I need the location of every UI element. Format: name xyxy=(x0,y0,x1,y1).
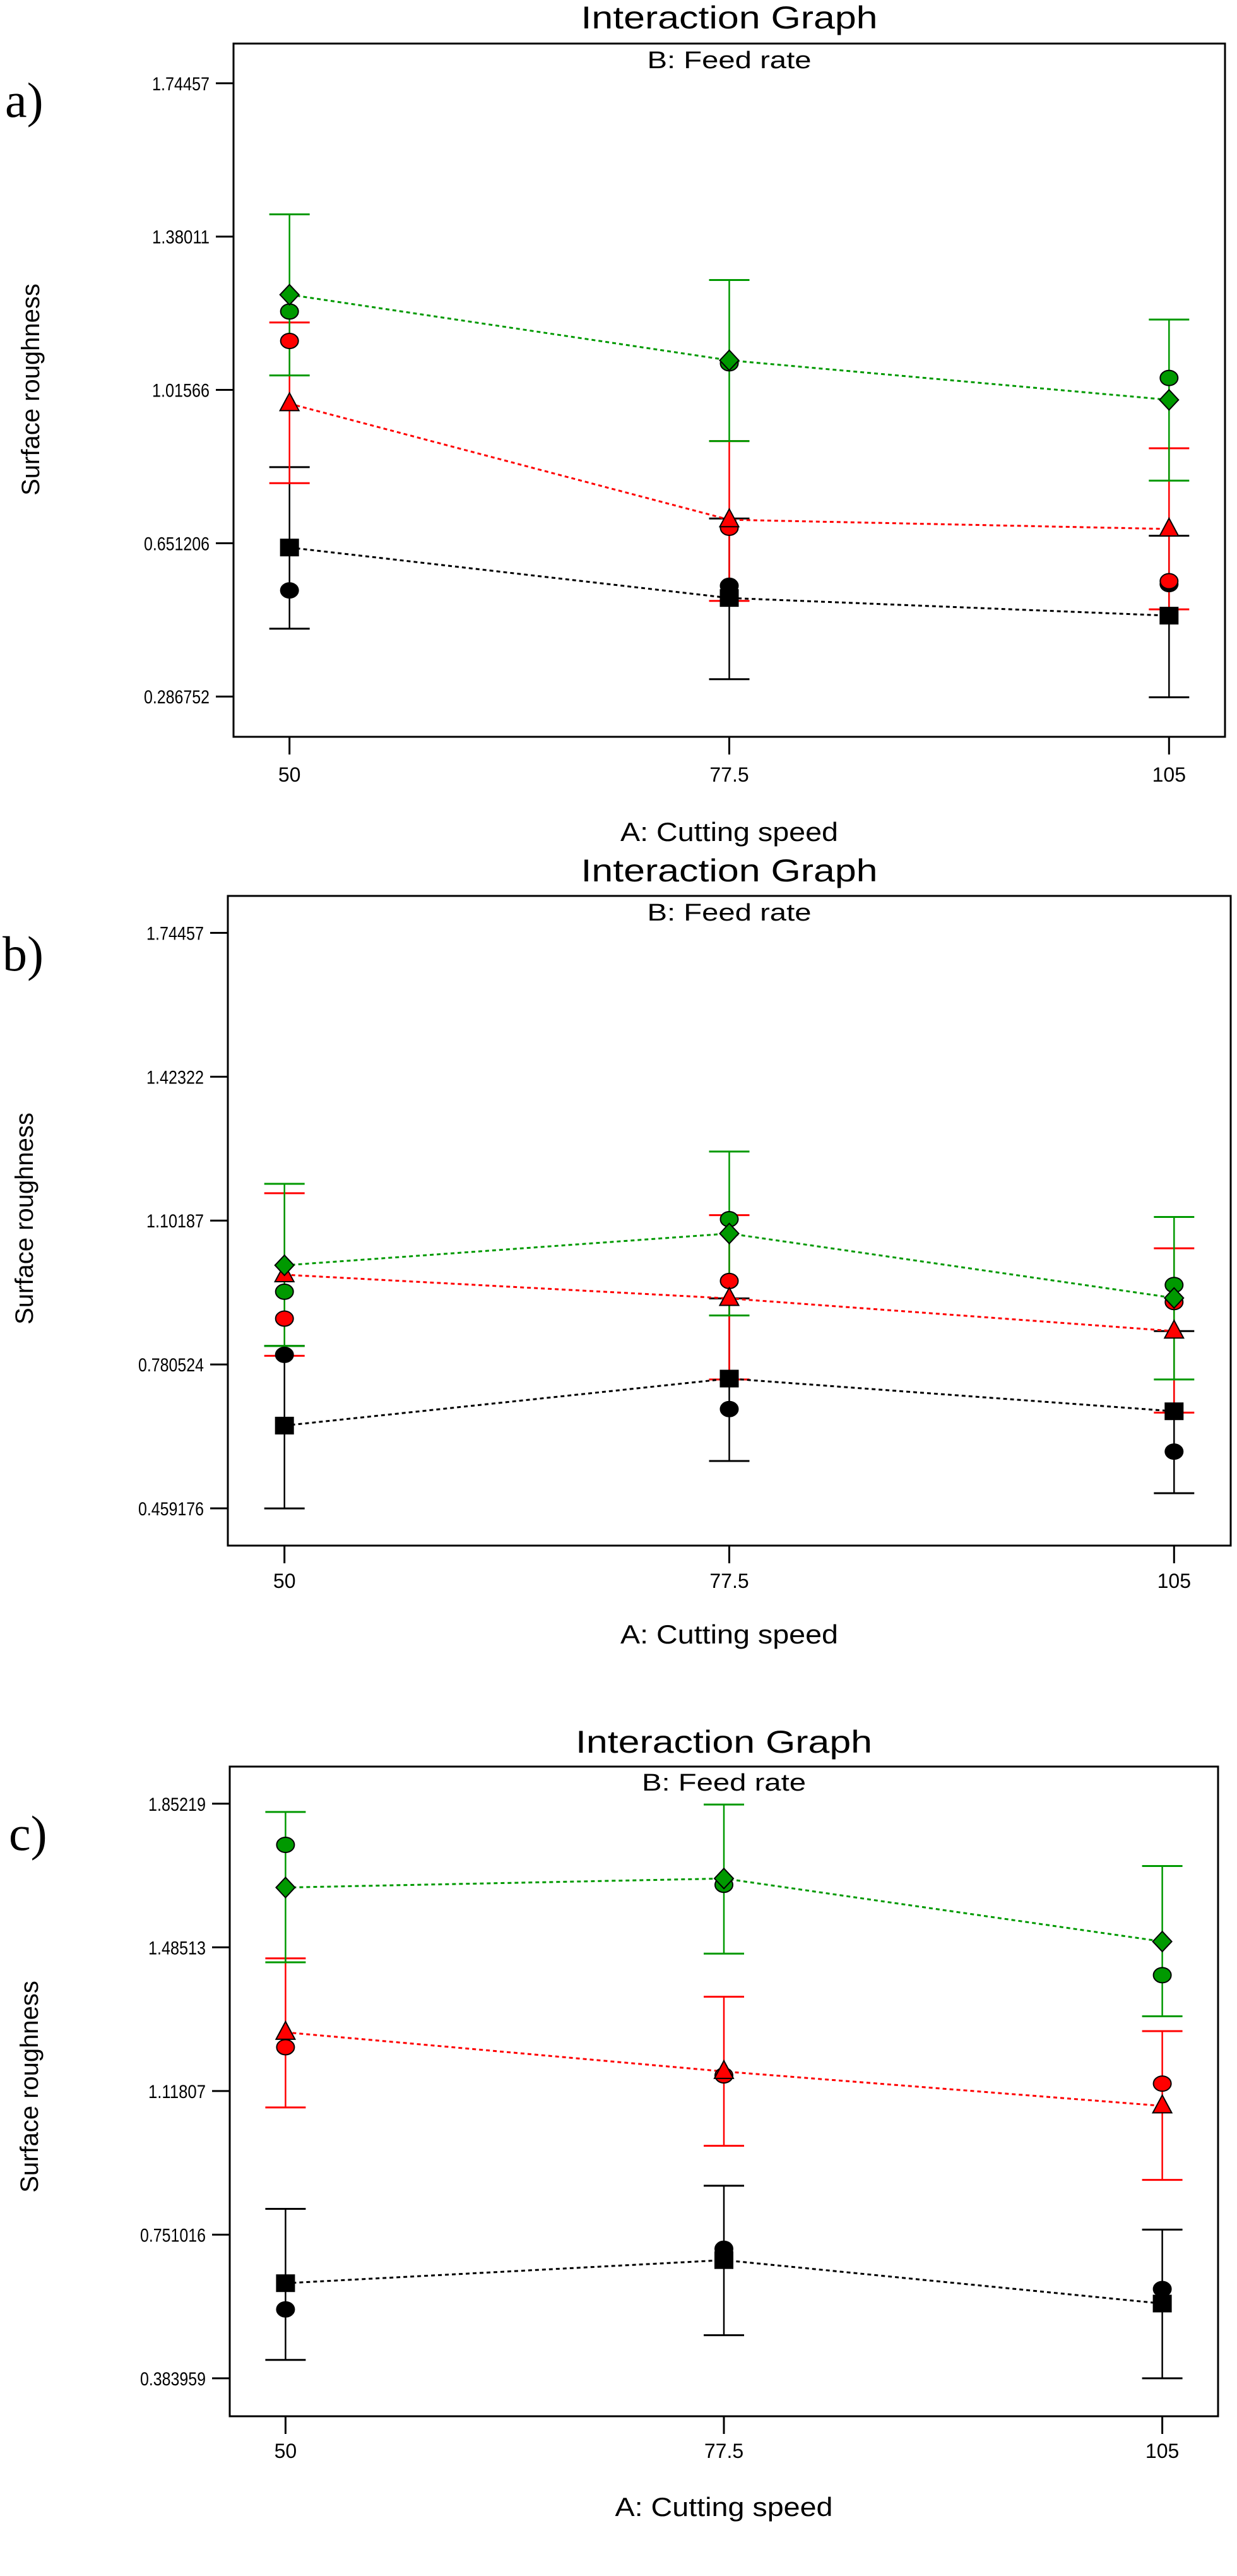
diamond-marker xyxy=(719,1222,740,1245)
square-marker xyxy=(280,539,299,557)
panel-label: c) xyxy=(9,1806,47,1861)
x-tick-label: 105 xyxy=(1145,2440,1179,2462)
square-marker xyxy=(276,2274,295,2293)
design-point xyxy=(1164,1443,1184,1460)
chart-title: Interaction Graph xyxy=(576,1724,872,1760)
square-marker xyxy=(1152,2294,1172,2313)
chart-panel-c: c) Interaction Graph B: Feed rate A: Cuttin… xyxy=(9,1724,1219,2522)
x-axis-label: A: Cutting speed xyxy=(620,1619,838,1649)
diamond-marker xyxy=(279,283,300,306)
chart-panel-a: a) Interaction Graph B: Feed rate A: Cuttin… xyxy=(5,0,1226,847)
square-marker xyxy=(714,2251,733,2269)
triangle-marker xyxy=(1163,1319,1185,1339)
diamond-marker xyxy=(713,1867,735,1890)
y-tick-label: 0.780524 xyxy=(138,1355,204,1376)
x-tick-label: 77.5 xyxy=(709,1570,749,1592)
y-tick-label: 1.48513 xyxy=(148,1938,206,1959)
y-tick-label: 0.286752 xyxy=(144,687,210,708)
x-tick-label: 50 xyxy=(275,2440,297,2462)
design-point xyxy=(1152,2281,1172,2298)
x-tick-label: 105 xyxy=(1152,763,1186,786)
x-tick-label: 50 xyxy=(273,1570,296,1592)
diamond-marker xyxy=(274,1254,295,1277)
design-point xyxy=(1159,369,1179,386)
square-marker xyxy=(275,1416,294,1434)
design-point xyxy=(1159,573,1179,590)
design-point xyxy=(275,1283,294,1300)
design-point xyxy=(275,1310,294,1327)
y-axis-label: Surface roughness xyxy=(17,283,45,496)
design-point xyxy=(276,2039,295,2056)
chart-subtitle: B: Feed rate xyxy=(642,1770,806,1796)
y-tick-label: 1.11807 xyxy=(148,2082,206,2102)
panel-label: a) xyxy=(5,73,44,128)
x-tick-label: 77.5 xyxy=(704,2440,743,2462)
triangle-marker xyxy=(275,2020,297,2040)
x-tick-label: 105 xyxy=(1157,1570,1191,1592)
triangle-marker xyxy=(718,508,740,528)
panel-label: b) xyxy=(3,926,44,981)
chart-subtitle: B: Feed rate xyxy=(648,900,812,926)
design-point xyxy=(275,1346,294,1363)
square-marker xyxy=(719,589,739,607)
y-tick-label: 1.42322 xyxy=(146,1067,204,1088)
chart-panel-b: b) Interaction Graph B: Feed rate A: Cuttin… xyxy=(3,853,1232,1649)
y-tick-label: 0.459176 xyxy=(138,1499,204,1520)
design-point xyxy=(719,1272,739,1289)
y-tick-label: 1.85219 xyxy=(148,1794,206,1815)
design-point xyxy=(280,582,299,599)
design-point xyxy=(1152,1967,1172,1984)
square-marker xyxy=(1164,1402,1184,1421)
y-axis-label: Surface roughness xyxy=(16,1981,44,2193)
design-point xyxy=(276,2301,295,2318)
y-tick-label: 1.01566 xyxy=(152,381,210,402)
chart-title: Interaction Graph xyxy=(581,0,878,35)
chart-subtitle: B: Feed rate xyxy=(648,47,812,74)
series-line xyxy=(289,546,1169,617)
y-tick-label: 1.74457 xyxy=(152,74,210,95)
diamond-marker xyxy=(1163,1287,1185,1309)
triangle-marker xyxy=(1151,2094,1173,2114)
x-tick-label: 77.5 xyxy=(709,763,749,786)
design-point xyxy=(1152,2075,1172,2092)
design-point xyxy=(280,303,299,320)
triangle-marker xyxy=(713,2059,735,2079)
y-axis-label: Surface roughness xyxy=(11,1112,38,1325)
triangle-marker xyxy=(1158,516,1180,537)
x-tick-label: 50 xyxy=(278,763,301,786)
y-tick-label: 1.38011 xyxy=(152,227,210,248)
diamond-marker xyxy=(719,349,740,372)
diamond-marker xyxy=(1152,1930,1173,1953)
design-point xyxy=(280,333,299,350)
diamond-marker xyxy=(1158,388,1180,411)
design-point xyxy=(719,1400,739,1417)
square-marker xyxy=(1159,607,1179,625)
y-tick-label: 0.383959 xyxy=(140,2369,206,2390)
x-axis-label: A: Cutting speed xyxy=(620,817,838,847)
triangle-marker xyxy=(279,391,300,412)
chart-title: Interaction Graph xyxy=(581,853,878,888)
square-marker xyxy=(719,1369,739,1388)
y-tick-label: 1.74457 xyxy=(146,923,204,944)
y-tick-label: 0.651206 xyxy=(144,534,210,554)
diamond-marker xyxy=(275,1876,296,1899)
design-point xyxy=(276,1836,295,1853)
triangle-marker xyxy=(718,1286,740,1306)
y-tick-label: 0.751016 xyxy=(140,2225,206,2246)
y-tick-label: 1.10187 xyxy=(146,1211,204,1232)
x-axis-label: A: Cutting speed xyxy=(615,2492,833,2522)
